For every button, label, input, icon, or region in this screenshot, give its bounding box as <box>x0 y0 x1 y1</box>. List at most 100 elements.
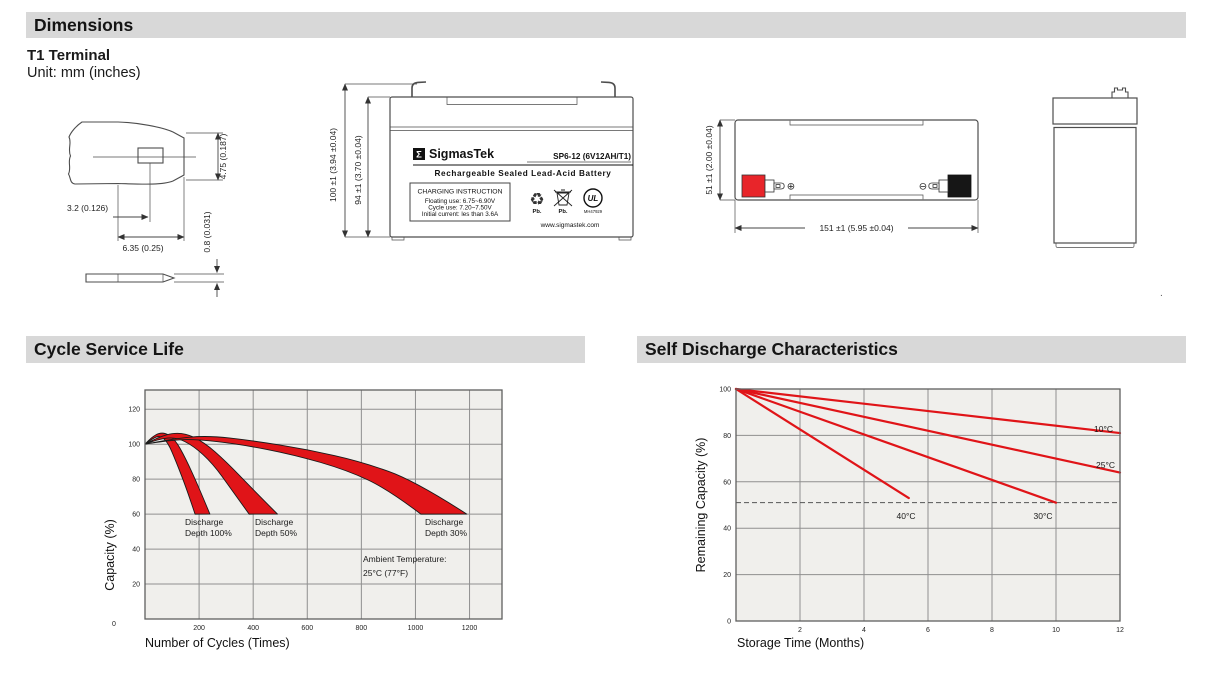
y-tick-label: 100 <box>128 442 140 449</box>
crossed-bin-pb-icon <box>553 189 573 207</box>
x-tick-label: 200 <box>193 625 205 632</box>
plot-border <box>735 388 1121 622</box>
y-tick-label: 40 <box>723 526 731 533</box>
data-line <box>734 387 1122 474</box>
dim-label-width: 6.35 (0.25) <box>122 243 163 253</box>
terminal-type-heading: T1 Terminal <box>27 47 111 64</box>
annotation-dod-50: Discharge <box>255 517 294 527</box>
annotation-dod-30: Discharge <box>425 517 464 527</box>
data-line <box>734 387 1122 435</box>
y-tick-label: 60 <box>132 512 140 519</box>
y-axis-title: Capacity (%) <box>103 519 117 591</box>
charging-line-1: Floating use: 6.75~6.90V <box>425 198 496 205</box>
stray-mark: . <box>1160 288 1163 299</box>
x-tick-label: 400 <box>247 625 259 632</box>
origin-label: 0 <box>112 621 116 628</box>
top-recess <box>446 97 578 105</box>
x-tick-label: 600 <box>301 625 313 632</box>
battery-case <box>389 96 634 238</box>
x-axis-title: Number of Cycles (Times) <box>145 636 290 650</box>
unit-note: Unit: mm (inches) <box>27 65 141 81</box>
annotation-ambient-temp: Ambient Temperature: <box>363 554 446 564</box>
recycle-pb-caption: Pb. <box>532 209 541 215</box>
battery-front-view-drawing: 100 ±1 (3.94 ±0.04) 94 ±1 (3.70 ±0.04) Σ… <box>328 81 634 241</box>
annotation-dod-100: Depth 100% <box>185 528 232 538</box>
terminal-front-profile <box>85 273 176 283</box>
section-title: Self Discharge Characteristics <box>645 339 898 359</box>
x-tick-label: 8 <box>990 627 994 634</box>
series-label-40c: 40°C <box>897 511 916 521</box>
case-notches <box>789 120 924 200</box>
x-tick-label: 1000 <box>408 625 424 632</box>
side-body <box>1053 126 1137 244</box>
negative-symbol: ⊖ <box>919 182 927 193</box>
dim-label-thickness: 0.8 (0.031) <box>202 211 212 252</box>
x-tick-label: 6 <box>926 627 930 634</box>
ul-mark-icon: UL <box>583 188 603 208</box>
annotation-dod-50: Depth 50% <box>255 528 297 538</box>
battery-side-view-drawing <box>1052 87 1138 248</box>
plot-border <box>144 389 503 620</box>
sigma-logo: Σ <box>416 150 422 161</box>
charging-line-2: Cycle use: 7.20~7.50V <box>428 205 492 212</box>
battery-top-view-drawing: ⊕ ⊖ 51 ±1 (2.00 ±0.04) 151 ±1 (5.95 ±0.0… <box>704 119 979 233</box>
section-title: Dimensions <box>34 15 134 35</box>
terminal-detail-drawing: 3.2 (0.126) 6.35 (0.25) 4.75 (0.187) 0.8… <box>67 121 228 297</box>
recycle-pb-icon: ♻ <box>529 190 544 210</box>
positive-terminal <box>741 174 766 198</box>
section-header-dimensions: Dimensions <box>26 12 1186 38</box>
x-tick-label: 2 <box>798 627 802 634</box>
website-url: www.sigmastek.com <box>540 222 600 229</box>
charging-title: CHARGING INSTRUCTION <box>418 189 503 196</box>
extension-lines <box>117 132 223 241</box>
annotation-dod-100: Discharge <box>185 517 224 527</box>
x-tick-label: 800 <box>356 625 368 632</box>
brand-name: SigmasTek <box>429 147 494 161</box>
battery-outline <box>734 119 979 201</box>
series-label-25c: 25°C <box>1096 460 1115 470</box>
battery-type-line: Rechargeable Sealed Lead-Acid Battery <box>435 169 612 178</box>
self-discharge-chart: 0 20 40 60 80 100 2 4 6 8 10 12 Remaining Capacity (… <box>694 387 1124 651</box>
x-tick-label: 4 <box>862 627 866 634</box>
cycle-service-life-chart: 20 40 60 80 100 120 200 400 600 800 1000 1200 0 Capac… <box>103 389 503 650</box>
y-tick-label: 20 <box>132 582 140 589</box>
section-header-self-discharge: Self Discharge Characteristics <box>637 336 1186 363</box>
section-title: Cycle Service Life <box>34 339 184 359</box>
y-tick-label: 0 <box>727 619 731 626</box>
x-tick-label: 10 <box>1052 627 1060 634</box>
lid-seam <box>390 126 633 131</box>
positive-faston-tab <box>764 179 785 193</box>
negative-terminal <box>947 174 972 198</box>
terminal-tab-right <box>600 81 616 97</box>
y-axis-title: Remaining Capacity (%) <box>694 438 708 573</box>
dim-extension-lines <box>720 119 979 233</box>
y-tick-label: 20 <box>723 572 731 579</box>
annotation-dod-30: Depth 30% <box>425 528 467 538</box>
dim-label-height: 51 ±1 (2.00 ±0.04) <box>704 125 714 195</box>
data-line <box>734 387 910 500</box>
terminal-hole <box>137 147 164 164</box>
dim-label-offset: 3.2 (0.126) <box>67 203 108 213</box>
dim-label-case-height: 94 ±1 (3.70 ±0.04) <box>353 135 363 205</box>
x-axis-title: Storage Time (Months) <box>737 636 864 650</box>
series-label-10c: 10°C <box>1094 424 1113 434</box>
annotation-ambient-temp: 25°C (77°F) <box>363 568 408 578</box>
terminal-side-profile <box>67 121 185 185</box>
model-number: SP6-12 (6V12AH/T1) <box>553 152 631 161</box>
side-bottom-strip <box>1055 243 1135 248</box>
negative-faston-tab <box>928 179 949 193</box>
y-tick-label: 80 <box>132 477 140 484</box>
side-lid <box>1052 97 1138 125</box>
dim-label-total-height: 100 ±1 (3.94 ±0.04) <box>328 128 338 202</box>
charging-instruction-box <box>409 182 511 222</box>
terminal-front-lines <box>117 273 224 283</box>
crossed-bin-pb-caption: Pb. <box>558 209 567 215</box>
section-header-cycle-service-life: Cycle Service Life <box>26 336 585 363</box>
y-tick-label: 40 <box>132 547 140 554</box>
x-tick-label: 12 <box>1116 627 1124 634</box>
data-line <box>734 387 1058 504</box>
svg-text:UL: UL <box>588 194 599 203</box>
data-band <box>144 436 468 515</box>
y-tick-label: 60 <box>723 479 731 486</box>
